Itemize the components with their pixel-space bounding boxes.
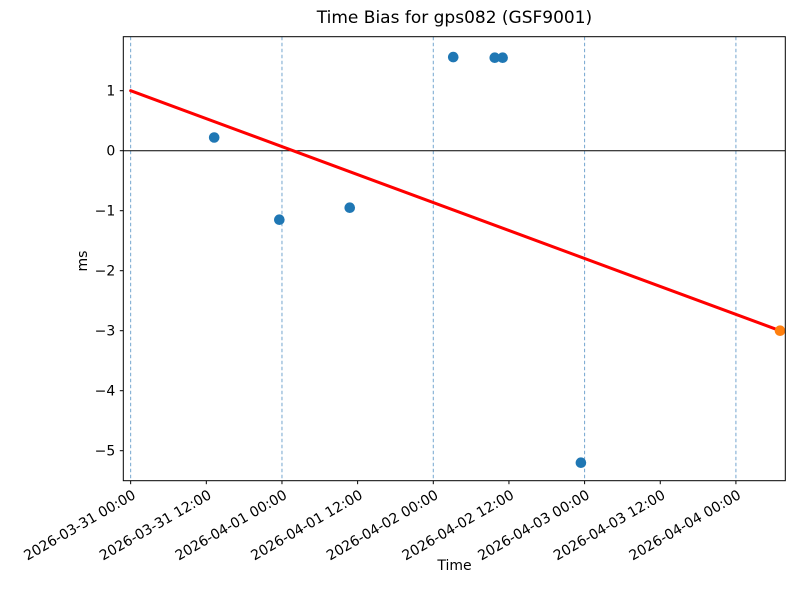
y-tick-label: −4 bbox=[95, 384, 116, 400]
trend-line bbox=[129, 89, 782, 333]
y-tick-label: −2 bbox=[95, 264, 116, 280]
y-tick-label: −5 bbox=[95, 444, 116, 460]
chart-title: Time Bias for gps082 (GSF9001) bbox=[316, 8, 593, 28]
y-tick-label: 1 bbox=[106, 84, 115, 100]
y-tick-label: 0 bbox=[106, 144, 115, 160]
time-bias-measurement bbox=[497, 52, 508, 63]
y-axis-label: ms bbox=[75, 250, 91, 272]
plot-border bbox=[122, 36, 786, 482]
time-bias-measurement bbox=[447, 51, 459, 63]
y-tick-label: −1 bbox=[95, 204, 116, 220]
predicted-point bbox=[774, 325, 786, 337]
time-bias-measurement bbox=[489, 52, 501, 63]
time-bias-measurement bbox=[575, 457, 587, 469]
time-bias-measurement bbox=[344, 202, 356, 213]
time-bias-measurement bbox=[208, 132, 220, 143]
time-bias-measurement bbox=[274, 214, 285, 225]
y-tick-label: −3 bbox=[95, 324, 116, 340]
x-axis-label: Time bbox=[437, 558, 472, 574]
